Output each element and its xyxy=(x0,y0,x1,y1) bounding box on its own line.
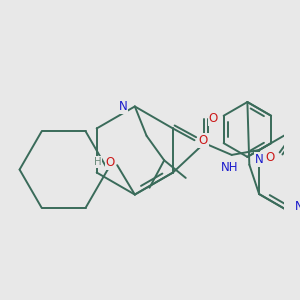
Text: O: O xyxy=(106,156,115,169)
Text: NH: NH xyxy=(221,161,238,174)
Text: N: N xyxy=(255,153,263,166)
Text: O: O xyxy=(208,112,218,125)
Text: O: O xyxy=(265,151,274,164)
Text: H: H xyxy=(94,157,101,167)
Text: O: O xyxy=(199,134,208,147)
Text: N: N xyxy=(295,200,300,213)
Text: N: N xyxy=(119,100,128,113)
